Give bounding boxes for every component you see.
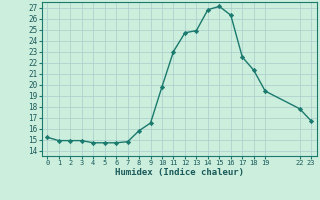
X-axis label: Humidex (Indice chaleur): Humidex (Indice chaleur) bbox=[115, 168, 244, 177]
